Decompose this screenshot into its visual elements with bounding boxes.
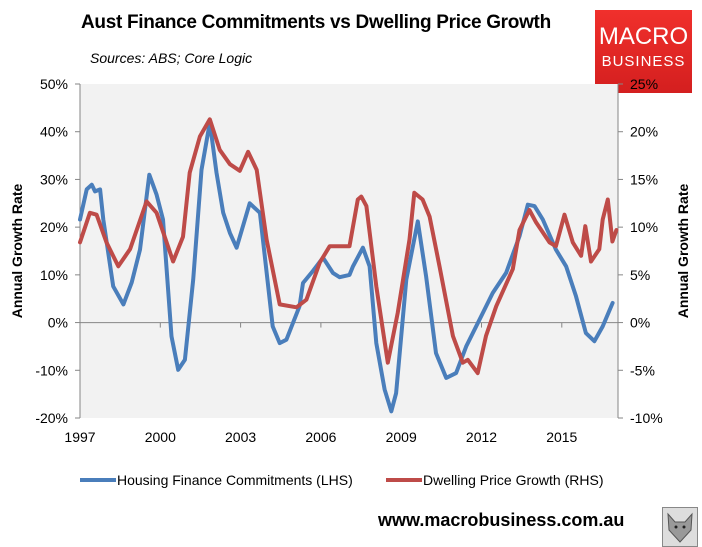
y-axis-title-left: Annual Growth Rate <box>9 184 25 319</box>
x-tick-label: 2003 <box>225 429 256 445</box>
macrobusiness-logo: MACRO BUSINESS <box>595 10 692 93</box>
y-tick-label-right: 0% <box>630 315 650 331</box>
y-tick-label-right: 10% <box>630 219 658 235</box>
legend-item-dwelling: Dwelling Price Growth (RHS) <box>386 472 603 488</box>
y-tick-label-left: -20% <box>35 410 68 426</box>
y-tick-label-left: 50% <box>40 76 68 92</box>
x-tick-label: 2009 <box>386 429 417 445</box>
y-tick-label-left: -10% <box>35 362 68 378</box>
legend-label: Housing Finance Commitments (LHS) <box>117 472 353 488</box>
legend-swatch-blue <box>80 478 116 482</box>
plot-background <box>80 84 618 418</box>
series-line-dwelling-price-growth <box>78 117 619 376</box>
chart-title: Aust Finance Commitments vs Dwelling Pri… <box>81 12 551 33</box>
legend-item-finance: Housing Finance Commitments (LHS) <box>80 472 353 488</box>
y-tick-label-right: 20% <box>630 124 658 140</box>
x-tick-label: 2006 <box>305 429 336 445</box>
y-tick-label-right: -5% <box>630 362 655 378</box>
y-tick-label-right: 25% <box>630 76 658 92</box>
wolf-icon <box>662 507 698 547</box>
y-tick-label-left: 40% <box>40 124 68 140</box>
x-tick-label: 1997 <box>64 429 95 445</box>
y-tick-label-left: 30% <box>40 171 68 187</box>
y-tick-label-right: 5% <box>630 267 650 283</box>
y-tick-label-left: 10% <box>40 267 68 283</box>
logo-line2: BUSINESS <box>601 53 686 70</box>
chart-subtitle: Sources: ABS; Core Logic <box>90 50 253 66</box>
y-tick-label-right: -10% <box>630 410 663 426</box>
logo-line1: MACRO <box>598 23 689 50</box>
x-tick-label: 2015 <box>546 429 577 445</box>
y-tick-label-right: 15% <box>630 171 658 187</box>
legend-swatch-red <box>386 478 422 482</box>
y-axis-title-right: Annual Growth Rate <box>675 184 691 319</box>
x-tick-label: 2000 <box>145 429 176 445</box>
y-tick-label-left: 20% <box>40 219 68 235</box>
website-link[interactable]: www.macrobusiness.com.au <box>378 510 625 530</box>
y-tick-label-left: 0% <box>48 315 68 331</box>
legend-label: Dwelling Price Growth (RHS) <box>423 472 604 488</box>
x-tick-label: 2012 <box>466 429 497 445</box>
